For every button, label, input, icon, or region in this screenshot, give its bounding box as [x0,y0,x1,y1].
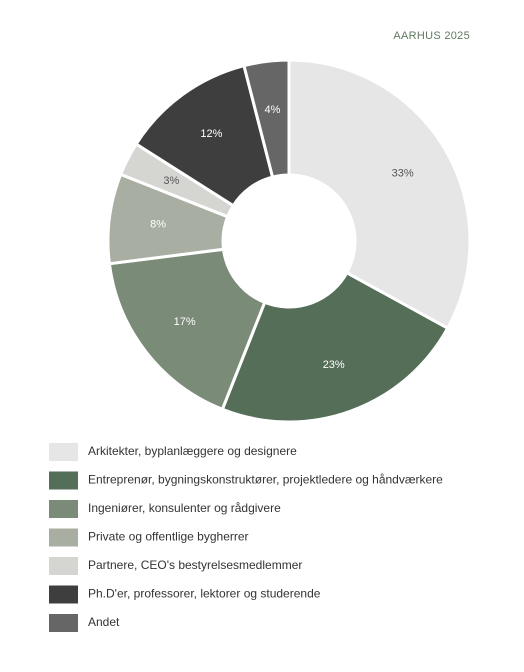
legend-swatch [49,557,78,575]
data-label: 33% [392,168,414,180]
data-label: 3% [163,175,179,187]
legend-swatch [49,443,78,461]
donut-slice [287,58,472,331]
data-label: 4% [265,104,281,116]
legend-swatch [49,528,78,547]
data-label: 17% [174,316,196,328]
data-label: 8% [150,218,166,230]
data-label: 23% [323,359,345,371]
legend-swatch [49,500,78,518]
donut-slice [107,247,267,412]
legend-swatch [49,471,78,490]
donut-slice [134,63,275,208]
legend-label: Entreprenør, bygningskonstruktører, proj… [88,473,443,487]
legend-label: Partnere, CEO's bestyrelsesmedlemmer [88,558,302,572]
legend-swatch [49,585,78,604]
legend-label: Ph.D'er, professorer, lektorer og studer… [88,587,321,601]
chart-title: AARHUS 2025 [393,30,470,42]
legend-swatch [49,614,78,632]
donut-slice [220,270,450,424]
legend-label: Private og offentlige bygherrer [88,530,249,544]
legend-label: Ingeniører, konsulenter og rådgivere [88,501,281,515]
legend-label: Andet [88,615,120,629]
data-label: 12% [200,128,222,140]
donut-slice [242,58,291,179]
legend-label: Arkitekter, byplanlæggere og designere [88,444,297,458]
